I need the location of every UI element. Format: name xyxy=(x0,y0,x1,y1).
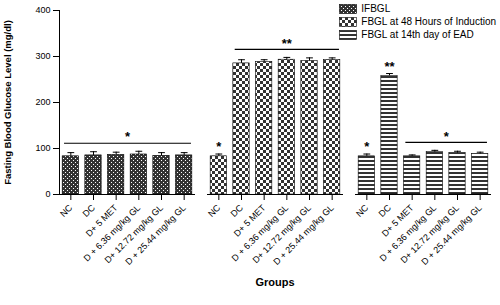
svg-text:200: 200 xyxy=(35,97,50,107)
svg-text:D+ 12.72 mg/kg GL: D+ 12.72 mg/kg GL xyxy=(398,202,461,266)
svg-text:NC: NC xyxy=(58,202,75,219)
svg-text:D+ 12.72 mg/kg GL: D+ 12.72 mg/kg GL xyxy=(102,202,165,266)
svg-text:100: 100 xyxy=(35,143,50,153)
svg-text:400: 400 xyxy=(35,5,50,15)
svg-text:**: ** xyxy=(282,36,293,51)
svg-text:D+ 5 MET: D+ 5 MET xyxy=(231,202,268,239)
svg-text:D + 6.36 mg/kg GL: D + 6.36 mg/kg GL xyxy=(377,202,439,264)
svg-text:*: * xyxy=(444,129,450,144)
svg-text:D+ 5 MET: D+ 5 MET xyxy=(379,202,416,239)
html-text:Groups: Groups xyxy=(255,276,295,288)
svg-text:*: * xyxy=(364,139,370,154)
svg-text:D + 25.44 mg/kg GL: D + 25.44 mg/kg GL xyxy=(271,203,335,267)
html-text:IFBGL: IFBGL xyxy=(361,3,391,14)
svg-text:D + 6.36 mg/kg GL: D + 6.36 mg/kg GL xyxy=(229,202,291,264)
svg-text:D + 6.36 mg/kg GL: D + 6.36 mg/kg GL xyxy=(81,202,143,264)
svg-text:NC: NC xyxy=(354,202,371,219)
svg-text:*: * xyxy=(125,129,131,144)
svg-text:D + 25.44 mg/kg GL: D + 25.44 mg/kg GL xyxy=(419,203,483,267)
svg-text:DC: DC xyxy=(81,202,98,219)
svg-text:NC: NC xyxy=(206,202,223,219)
svg-text:D+ 12.72 mg/kg GL: D+ 12.72 mg/kg GL xyxy=(250,202,313,266)
html-text:FBGL at 14th day of EAD: FBGL at 14th day of EAD xyxy=(361,29,474,40)
svg-text:0: 0 xyxy=(45,189,50,199)
svg-text:D+ 5 MET: D+ 5 MET xyxy=(83,202,120,239)
svg-text:DC: DC xyxy=(229,202,246,219)
svg-text:*: * xyxy=(216,139,222,154)
svg-text:**: ** xyxy=(384,59,395,74)
html-text:FBGL at 48 Hours of Induction: FBGL at 48 Hours of Induction xyxy=(361,16,496,27)
svg-text:DC: DC xyxy=(377,202,394,219)
svg-text:300: 300 xyxy=(35,51,50,61)
svg-text:D + 25.44 mg/kg GL: D + 25.44 mg/kg GL xyxy=(123,203,187,267)
svg-text:Fasting Blood Glucose Level (m: Fasting Blood Glucose Level (mg/dl) xyxy=(2,20,13,185)
